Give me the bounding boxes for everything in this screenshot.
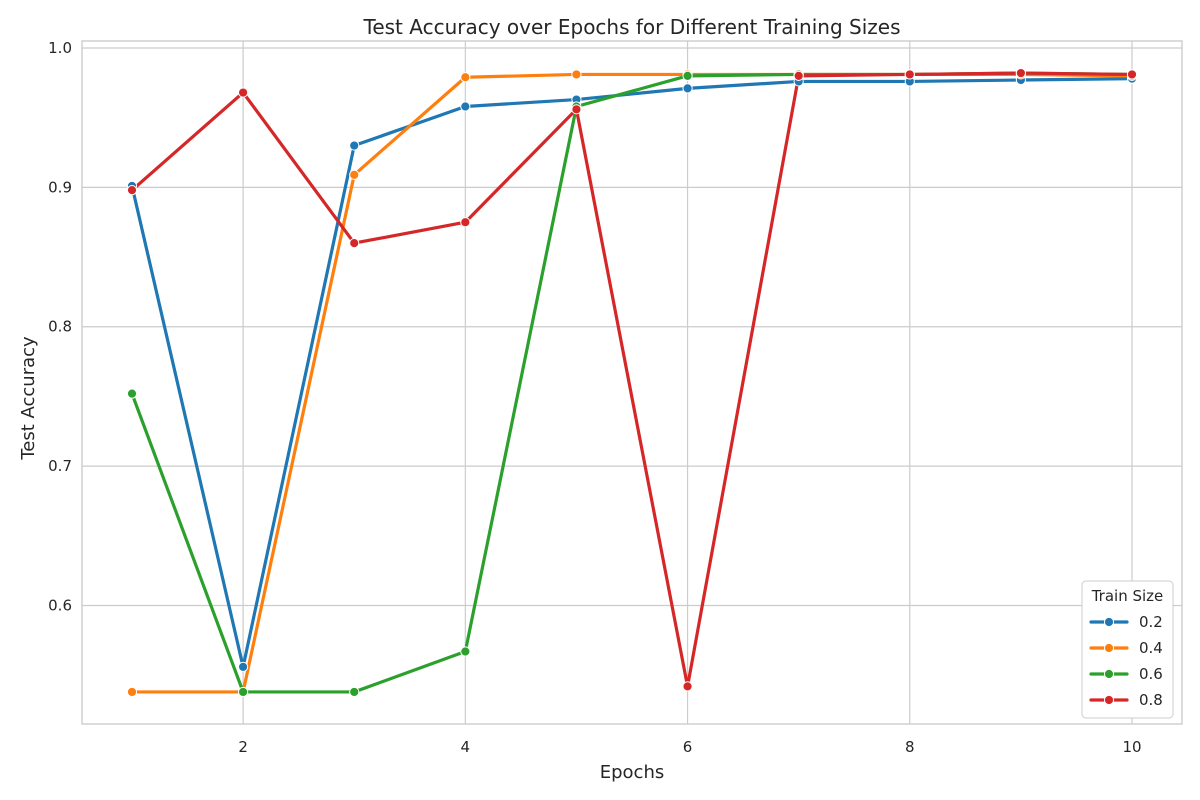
y-tick-label: 0.9 (48, 178, 72, 196)
data-point-3-6 (793, 70, 804, 81)
data-point-0-2 (349, 140, 360, 151)
plot-frame (81, 40, 1183, 725)
x-tick-label: 2 (238, 738, 248, 756)
data-point-3-9 (1126, 69, 1138, 80)
data-point-1-3 (460, 72, 471, 83)
legend-item-1: 0.4 (1089, 639, 1163, 657)
y-tick-label: 0.8 (48, 318, 72, 336)
x-axis-label: Epochs (600, 762, 665, 783)
data-point-1-0 (126, 686, 138, 698)
y-axis-ticks: 0.6 0.7 0.8 0.9 1.0 (48, 39, 72, 615)
data-point-0-1 (238, 661, 249, 672)
legend-swatch-marker (1103, 642, 1115, 654)
data-point-3-0 (126, 185, 138, 196)
legend-swatch-marker (1103, 694, 1115, 706)
grid-lines (82, 41, 1182, 724)
chart-title: Test Accuracy over Epochs for Different … (363, 15, 901, 39)
data-point-2-0 (126, 388, 138, 399)
data-point-0-5 (682, 83, 693, 94)
data-point-0-3 (460, 101, 471, 112)
series-line-2 (130, 71, 1134, 694)
legend-item-2: 0.6 (1089, 665, 1163, 683)
data-point-1-2 (349, 169, 360, 180)
x-tick-label: 6 (683, 738, 693, 756)
legend-label: 0.4 (1139, 639, 1163, 657)
x-axis-ticks: 2 4 6 8 10 (238, 738, 1141, 756)
series-line-3 (130, 71, 1134, 688)
data-point-3-2 (349, 238, 360, 249)
y-tick-label: 0.6 (48, 597, 72, 615)
data-point-1-4 (571, 69, 582, 80)
y-tick-label: 1.0 (48, 39, 72, 57)
x-tick-label: 8 (905, 738, 915, 756)
legend-swatch-marker (1103, 616, 1115, 628)
data-point-3-1 (238, 87, 249, 98)
data-point-3-4 (571, 104, 582, 115)
data-points (126, 67, 1138, 698)
legend-title: Train Size (1091, 587, 1164, 605)
legend-items: 0.2 0.4 0.6 0.8 (1089, 613, 1163, 709)
series-lines (130, 71, 1134, 694)
y-tick-label: 0.7 (48, 457, 72, 475)
legend-item-3: 0.8 (1089, 691, 1163, 709)
x-tick-label: 4 (461, 738, 471, 756)
data-point-2-1 (238, 686, 249, 698)
data-point-3-5 (682, 681, 693, 692)
legend-label: 0.2 (1139, 613, 1163, 631)
data-point-2-2 (349, 686, 360, 698)
data-point-3-8 (1015, 67, 1026, 79)
legend-label: 0.6 (1139, 665, 1163, 683)
legend-item-0: 0.2 (1089, 613, 1163, 631)
data-point-2-3 (460, 646, 471, 657)
legend: Train Size 0.2 0.4 0.6 0.8 (1081, 580, 1174, 719)
data-point-3-7 (904, 69, 915, 80)
x-tick-label: 10 (1122, 738, 1141, 756)
legend-label: 0.8 (1139, 691, 1163, 709)
series-line-0 (130, 77, 1134, 669)
data-point-3-3 (460, 217, 471, 228)
legend-swatch-marker (1103, 668, 1115, 680)
y-axis-label: Test Accuracy (18, 336, 39, 461)
data-point-2-5 (682, 70, 693, 81)
series-line-1 (130, 72, 1134, 694)
